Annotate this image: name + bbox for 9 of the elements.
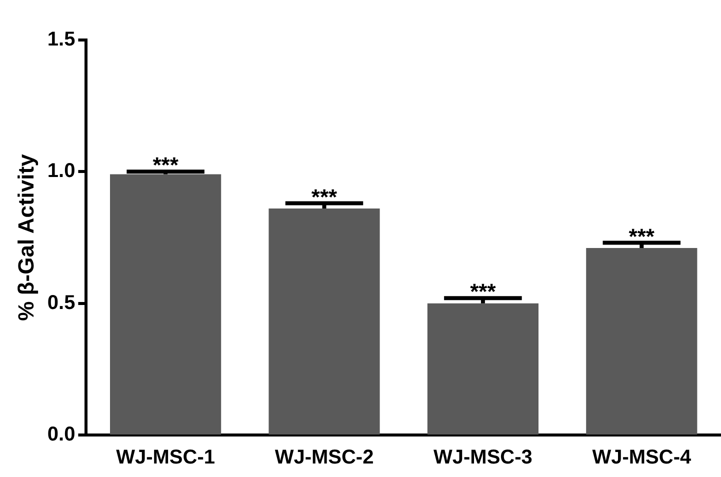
y-axis-title: % β-Gal Activity [13, 153, 38, 321]
x-tick-label: WJ-MSC-4 [592, 446, 692, 469]
y-tick-label: 1.5 [47, 28, 76, 51]
y-tick-label: 0.0 [47, 424, 76, 446]
y-tick-label: 0.5 [47, 292, 76, 314]
x-tick-label: WJ-MSC-3 [434, 446, 532, 469]
y-tick-label: 1.0 [47, 160, 76, 182]
x-tick-label: WJ-MSC-1 [116, 446, 215, 469]
x-tick-label: WJ-MSC-2 [274, 446, 374, 469]
